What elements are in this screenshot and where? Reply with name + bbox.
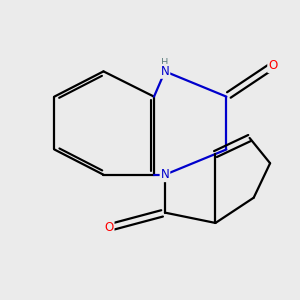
Text: N: N (160, 168, 169, 181)
Text: O: O (268, 59, 278, 72)
Text: N: N (160, 65, 169, 78)
Text: O: O (104, 221, 114, 234)
Text: H: H (161, 58, 169, 68)
